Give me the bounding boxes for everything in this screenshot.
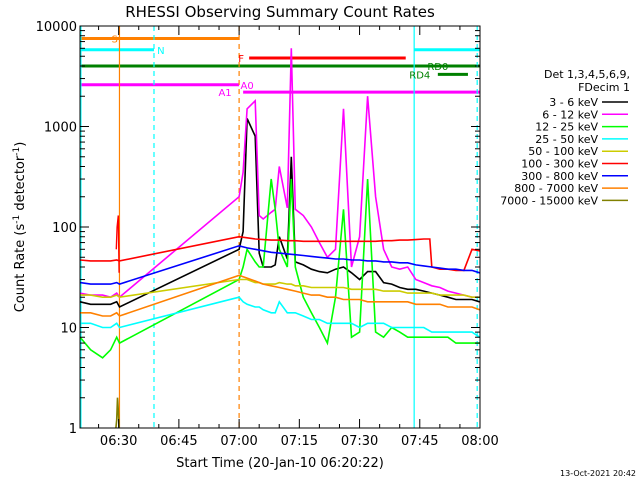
y-tick-label: 100 xyxy=(52,221,77,236)
chart-title: RHESSI Observing Summary Count Rates xyxy=(125,3,435,21)
series-line-6 xyxy=(80,244,480,285)
x-tick-label: 07:15 xyxy=(281,434,318,449)
plot-frame xyxy=(79,25,481,429)
x-tick-label: 07:00 xyxy=(220,434,257,449)
x-tick-label: 07:30 xyxy=(341,434,378,449)
x-tick-label: 08:00 xyxy=(461,434,498,449)
y-tick-label: 10 xyxy=(60,322,77,337)
legend-label-8: 7000 - 15000 keV xyxy=(500,194,598,207)
series-line-8 xyxy=(115,397,120,428)
legend-label-0: 3 - 6 keV xyxy=(549,96,598,109)
flag-label-rd4: RD4 xyxy=(409,70,430,81)
flag-label-a1: A1 xyxy=(218,88,231,99)
flag-label-n: N xyxy=(157,46,164,57)
legend-header-1: Det 1,3,4,5,6,9, xyxy=(544,68,630,81)
legend-label-1: 6 - 12 keV xyxy=(542,108,598,121)
legend-header-2: FDecim 1 xyxy=(578,81,630,94)
footer-date: 13-Oct-2021 20:42 xyxy=(560,469,636,478)
series-line-4 xyxy=(80,278,480,299)
series-line-7 xyxy=(80,274,480,317)
y-axis-label: Count Rate (s-1 detector-1) xyxy=(12,142,28,313)
series-spike xyxy=(115,215,120,273)
series-line-3 xyxy=(80,296,480,338)
x-tick-label: 06:45 xyxy=(160,434,197,449)
legend-label-4: 50 - 100 keV xyxy=(528,145,598,158)
x-axis-label: Start Time (20-Jan-10 06:20:22) xyxy=(176,456,384,471)
y-tick-label: 1 xyxy=(69,422,77,437)
legend-label-3: 25 - 50 keV xyxy=(535,133,598,146)
x-tick-label: 06:30 xyxy=(100,434,137,449)
series-line-2 xyxy=(80,178,480,359)
flag-label-f: F xyxy=(238,54,244,65)
legend-label-5: 100 - 300 keV xyxy=(521,158,598,171)
series-line-0 xyxy=(80,118,480,309)
flag-label-rd0: RD0 xyxy=(427,62,448,73)
legend-label-2: 12 - 25 keV xyxy=(535,121,598,134)
y-tick-label: 10000 xyxy=(36,20,77,35)
flag-label-a0: A0 xyxy=(241,81,254,92)
y-tick-label: 1000 xyxy=(44,121,77,136)
flag-label-s: S xyxy=(111,35,117,46)
series-line-1 xyxy=(80,48,480,299)
legend-label-6: 300 - 800 keV xyxy=(521,170,598,183)
series-line-5 xyxy=(80,235,480,272)
legend-label-7: 800 - 7000 keV xyxy=(514,182,598,195)
x-tick-label: 07:45 xyxy=(401,434,438,449)
